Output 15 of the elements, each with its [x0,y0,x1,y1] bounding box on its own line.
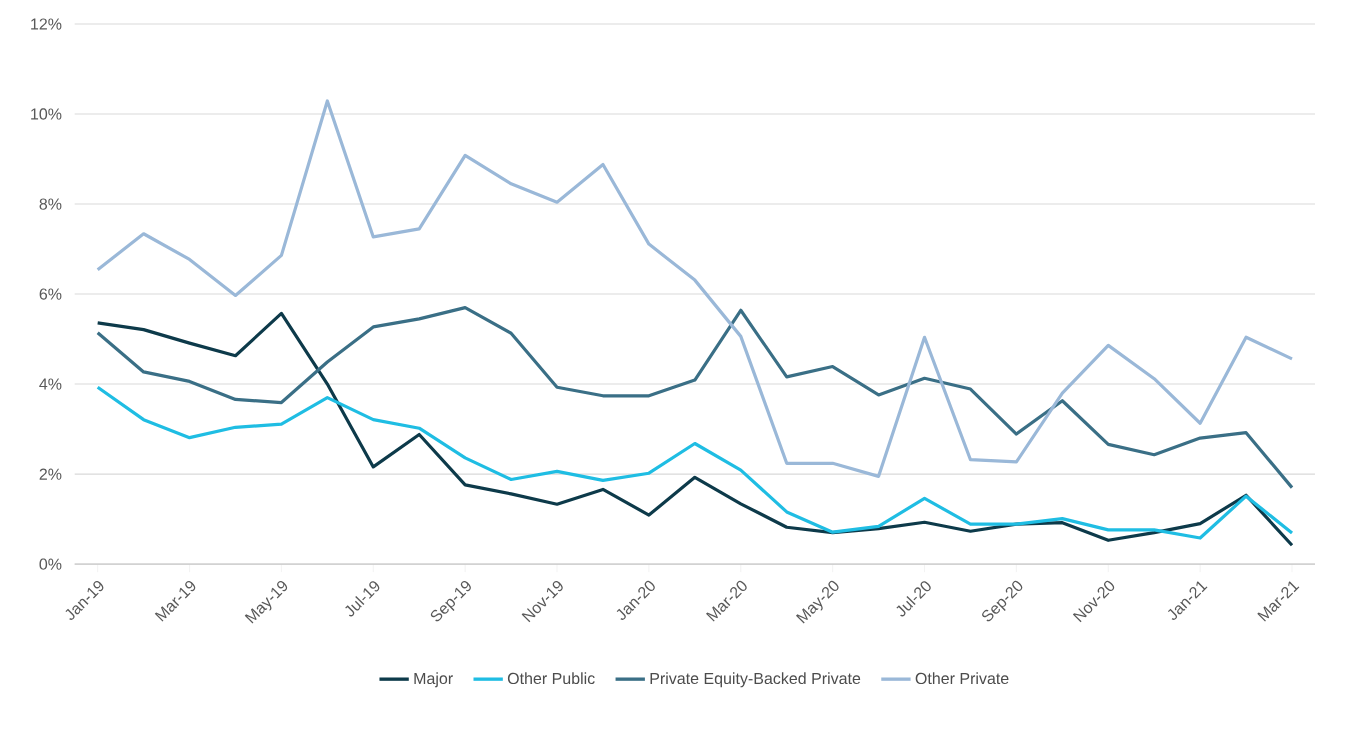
y-tick-label: 8% [39,198,62,210]
legend-label: Private Equity-Backed Private [650,672,861,688]
y-tick-label: 4% [39,378,62,390]
line-series [96,306,1294,490]
y-tick-label: 6% [39,288,62,300]
line-series [96,312,1294,548]
y-tick-label: 10% [31,108,62,120]
legend-label: Other Public [507,672,595,685]
line-series [96,385,1294,540]
line-series [96,99,1294,479]
y-tick-label: 12% [31,18,62,30]
y-tick-label: 0% [39,558,62,571]
y-tick-label: 2% [39,468,62,480]
legend-label: Major [414,672,453,688]
legend-label: Other Private [915,672,1009,685]
